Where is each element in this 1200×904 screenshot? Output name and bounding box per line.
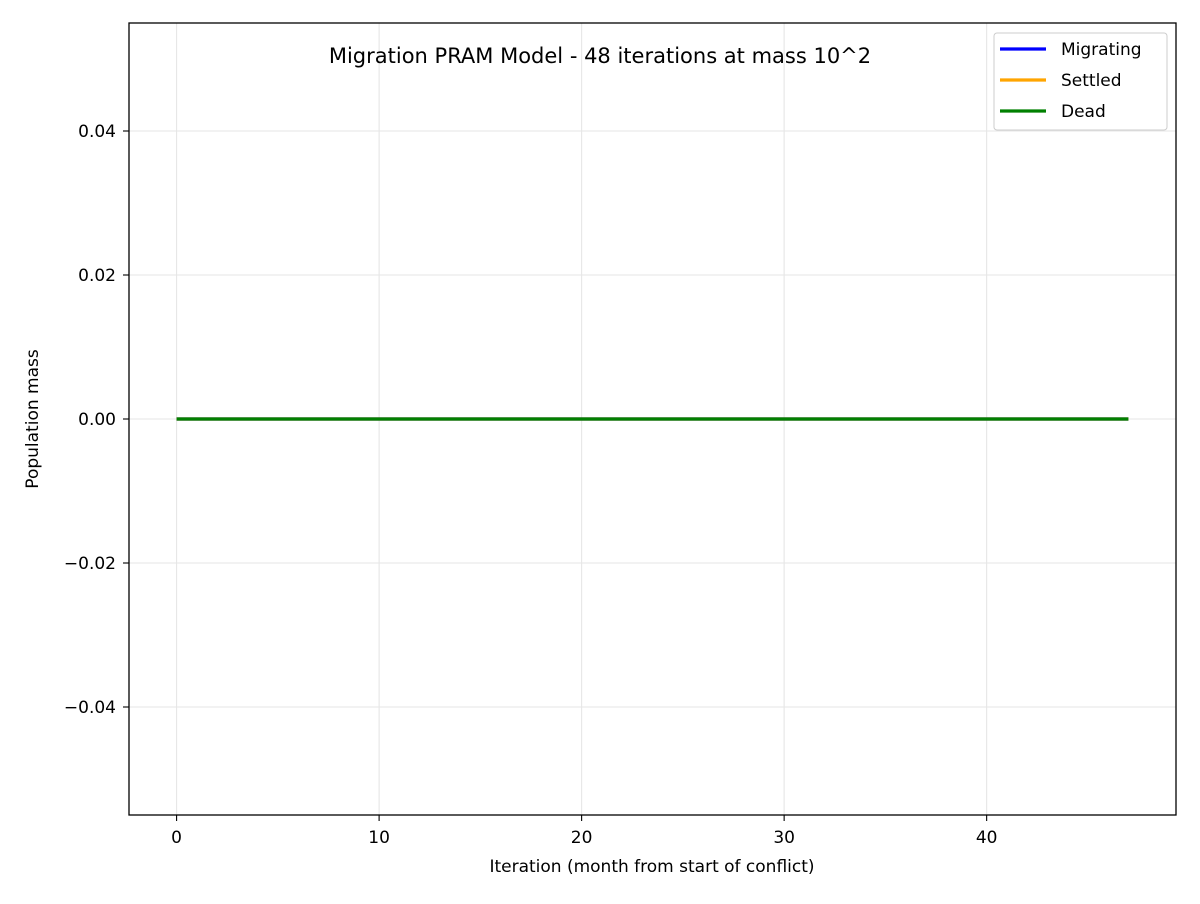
x-tick-label: 10: [368, 828, 390, 848]
y-tick-label: 0.04: [78, 122, 116, 142]
legend-label-dead: Dead: [1061, 102, 1106, 122]
x-tick-label: 30: [773, 828, 795, 848]
x-axis-label: Iteration (month from start of conflict): [489, 857, 814, 877]
y-tick-label: 0.02: [78, 266, 116, 286]
chart-title: Migration PRAM Model - 48 iterations at …: [329, 44, 871, 68]
legend-label-migrating: Migrating: [1061, 40, 1142, 60]
ticks-layer: 0 10 20 30 40 −0.04 −0.02 0.00 0.02 0.04: [64, 122, 998, 848]
y-tick-label: −0.02: [64, 554, 116, 574]
legend-box: [993, 32, 1168, 131]
x-tick-label: 0: [171, 828, 182, 848]
x-tick-label: 20: [571, 828, 593, 848]
legend: Migrating Settled Dead: [993, 32, 1168, 131]
legend-label-settled: Settled: [1061, 71, 1122, 91]
y-axis-label: Population mass: [23, 349, 43, 489]
y-tick-label: −0.04: [64, 698, 116, 718]
legend-entries: Migrating Settled Dead: [1000, 40, 1142, 122]
y-tick-label: 0.00: [78, 410, 116, 430]
x-tick-label: 40: [976, 828, 998, 848]
